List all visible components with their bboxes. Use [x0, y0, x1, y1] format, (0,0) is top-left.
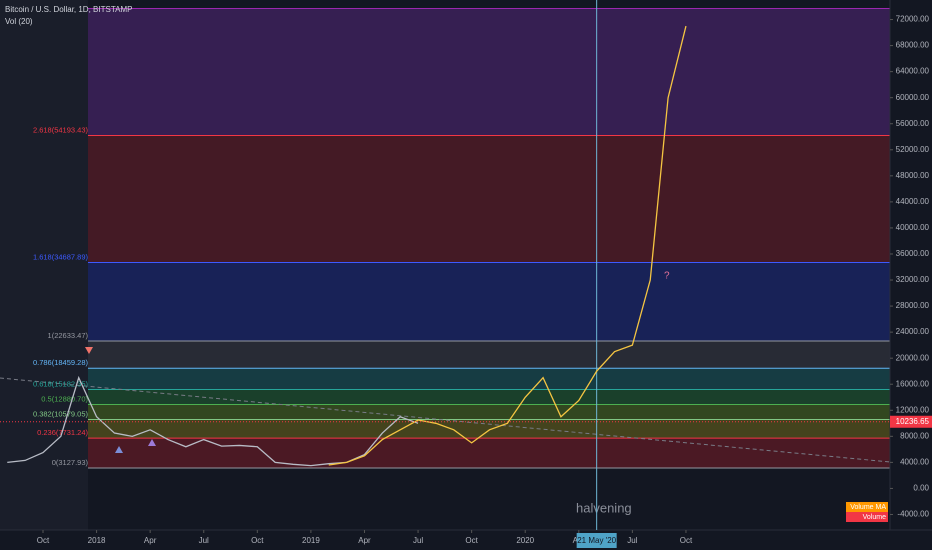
x-tick-label: Jul — [413, 536, 423, 545]
x-tick-label: 2018 — [88, 536, 106, 545]
y-tick-label: 12000.00 — [896, 405, 930, 414]
crosshair-label: 21 May '20 — [577, 536, 616, 545]
y-tick-label: 8000.00 — [900, 431, 929, 440]
x-tick-label: 2019 — [302, 536, 320, 545]
legend-tag — [846, 502, 888, 512]
y-tick-label: 68000.00 — [896, 41, 930, 50]
legend-tag-label: Volume MA — [850, 504, 886, 511]
fib-label: 1.618(34687.89) — [33, 253, 89, 262]
x-tick-label: Oct — [680, 536, 693, 545]
fib-band — [88, 341, 890, 369]
fib-band — [88, 368, 890, 390]
x-tick-label: Apr — [358, 536, 371, 545]
legend-tag-label: Volume — [863, 514, 886, 521]
y-tick-label: 4000.00 — [900, 457, 929, 466]
fib-band — [88, 438, 890, 469]
y-tick-label: 64000.00 — [896, 67, 930, 76]
y-tick-label: 32000.00 — [896, 275, 930, 284]
fib-label: 1(22633.47) — [48, 331, 89, 340]
y-tick-label: 44000.00 — [896, 197, 930, 206]
y-tick-label: 36000.00 — [896, 249, 930, 258]
fib-label: 0.382(10579.05) — [33, 410, 89, 419]
x-tick-label: Jul — [627, 536, 637, 545]
fib-band — [88, 262, 890, 342]
annotation: ? — [664, 271, 670, 282]
arrow — [148, 439, 156, 446]
last-price-tag — [890, 415, 932, 428]
chart-title: Bitcoin / U.S. Dollar, 1D, BITSTAMP — [5, 5, 132, 14]
y-tick-label: 56000.00 — [896, 119, 930, 128]
x-tick-label: Jul — [199, 536, 209, 545]
fib-label: 2.618(54193.43) — [33, 125, 89, 134]
y-tick-label: 40000.00 — [896, 223, 930, 232]
y-tick-label: -4000.00 — [897, 510, 929, 519]
y-tick-label: 24000.00 — [896, 327, 930, 336]
fib-label: 0.618(15182.35) — [33, 380, 89, 389]
fib-label: 0(3127.93) — [52, 458, 89, 467]
y-tick-label: 48000.00 — [896, 171, 930, 180]
y-tick-label: 0.00 — [913, 484, 929, 493]
fib-label: 0.5(12880.70) — [41, 395, 88, 404]
y-tick-label: 52000.00 — [896, 145, 930, 154]
y-tick-label: 20000.00 — [896, 353, 930, 362]
y-tick-label: 16000.00 — [896, 379, 930, 388]
x-tick-label: Oct — [37, 536, 50, 545]
y-tick-label: 28000.00 — [896, 301, 930, 310]
fib-band — [88, 135, 890, 263]
x-tick-label: Oct — [251, 536, 264, 545]
y-tick-label: 60000.00 — [896, 93, 930, 102]
arrow — [85, 347, 93, 354]
trend-line — [0, 377, 891, 463]
fib-band — [88, 419, 890, 439]
fib-bands — [88, 7, 890, 469]
x-tick-label: Oct — [465, 536, 478, 545]
fib-band — [88, 389, 890, 405]
arrow — [115, 446, 123, 453]
fib-label: 0.786(18459.28) — [33, 358, 89, 367]
history-shade — [0, 0, 88, 530]
crosshair-tag — [576, 533, 617, 548]
annotation: halvening — [576, 500, 632, 515]
x-tick-label: Apr — [144, 536, 157, 545]
fib-band — [88, 8, 890, 136]
fib-label: 0.236(7731.24) — [37, 428, 88, 437]
x-tick-label: 2020 — [516, 536, 534, 545]
fib-band — [88, 404, 890, 420]
legend-tag — [846, 512, 888, 522]
y-tick-label: 72000.00 — [896, 15, 930, 24]
last-price-label: 10236.65 — [896, 417, 930, 426]
indicator-label: Vol (20) — [5, 17, 33, 26]
price-line — [328, 25, 687, 466]
